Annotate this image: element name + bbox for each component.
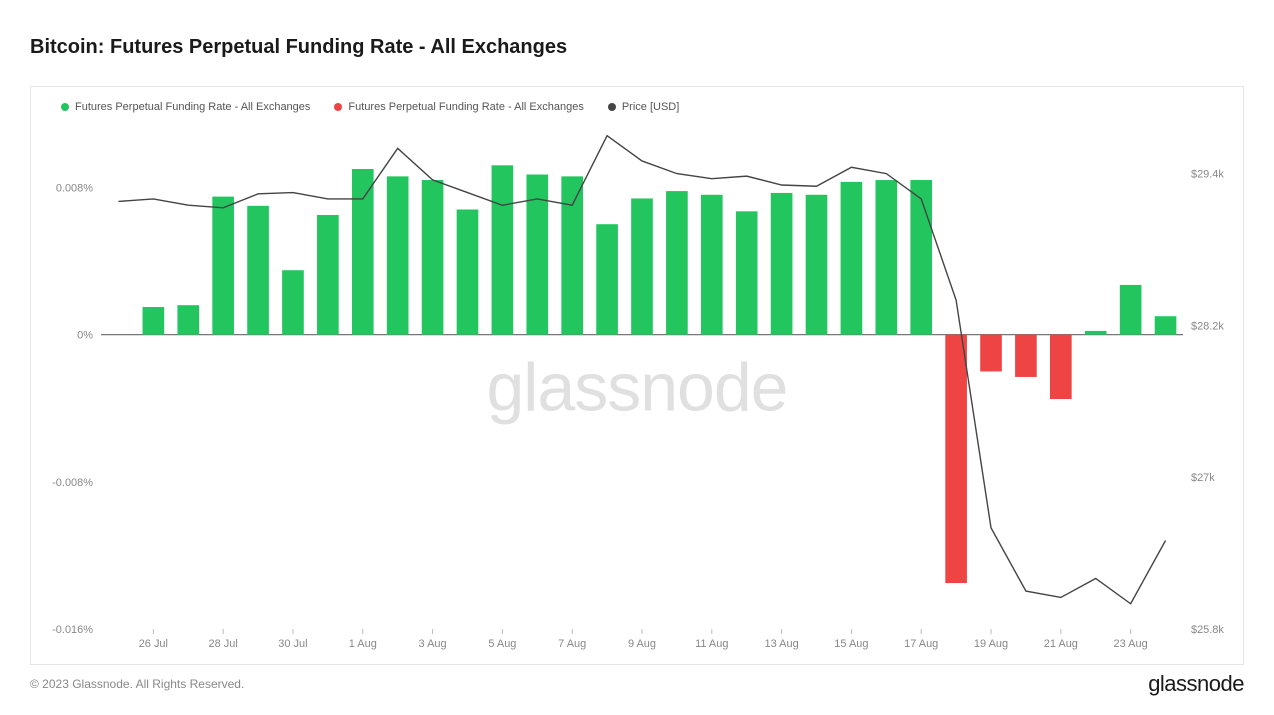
svg-text:0%: 0% [77, 330, 93, 342]
svg-text:17 Aug: 17 Aug [904, 638, 938, 650]
chart-title: Bitcoin: Futures Perpetual Funding Rate … [30, 36, 567, 59]
bar [1120, 285, 1142, 335]
legend-positive: Futures Perpetual Funding Rate - All Exc… [61, 101, 310, 113]
bar [806, 195, 828, 335]
svg-text:3 Aug: 3 Aug [419, 638, 447, 650]
bar [875, 180, 897, 335]
legend-negative: Futures Perpetual Funding Rate - All Exc… [334, 101, 583, 113]
brand-logo: glassnode [1148, 671, 1244, 697]
svg-text:0.008%: 0.008% [56, 182, 93, 194]
bar [1155, 316, 1177, 334]
bar [771, 193, 793, 335]
copyright: © 2023 Glassnode. All Rights Reserved. [30, 677, 244, 691]
bar [212, 197, 234, 335]
bar [945, 335, 967, 583]
bar [596, 224, 618, 334]
svg-text:5 Aug: 5 Aug [488, 638, 516, 650]
bar [492, 165, 514, 334]
svg-text:30 Jul: 30 Jul [278, 638, 307, 650]
chart-plot: 0.008%0%-0.008%-0.016%$29.4k$28.2k$27k$2… [101, 123, 1183, 629]
svg-text:19 Aug: 19 Aug [974, 638, 1008, 650]
svg-text:15 Aug: 15 Aug [834, 638, 868, 650]
bar [457, 209, 479, 334]
bar [666, 191, 688, 335]
bar [282, 270, 304, 334]
svg-text:26 Jul: 26 Jul [139, 638, 168, 650]
bar [701, 195, 723, 335]
bar [352, 169, 374, 335]
bar [1015, 335, 1037, 377]
legend: Futures Perpetual Funding Rate - All Exc… [61, 101, 679, 113]
svg-text:$28.2k: $28.2k [1191, 320, 1224, 332]
svg-text:-0.008%: -0.008% [52, 477, 93, 489]
legend-label-negative: Futures Perpetual Funding Rate - All Exc… [348, 101, 583, 113]
bar [317, 215, 339, 335]
bar [631, 198, 653, 334]
legend-swatch-negative [334, 103, 342, 111]
svg-text:21 Aug: 21 Aug [1044, 638, 1078, 650]
svg-text:$25.8k: $25.8k [1191, 624, 1224, 636]
svg-text:11 Aug: 11 Aug [695, 638, 728, 650]
svg-text:23 Aug: 23 Aug [1114, 638, 1148, 650]
svg-text:28 Jul: 28 Jul [209, 638, 238, 650]
legend-price: Price [USD] [608, 101, 679, 113]
bar [561, 176, 583, 334]
svg-text:9 Aug: 9 Aug [628, 638, 656, 650]
legend-label-price: Price [USD] [622, 101, 679, 113]
svg-text:$29.4k: $29.4k [1191, 169, 1224, 181]
svg-text:-0.016%: -0.016% [52, 624, 93, 636]
bar [143, 307, 165, 335]
bar [1050, 335, 1072, 399]
bar [247, 206, 269, 335]
svg-text:1 Aug: 1 Aug [349, 638, 377, 650]
svg-text:13 Aug: 13 Aug [765, 638, 799, 650]
bar [980, 335, 1002, 372]
bar [1085, 331, 1107, 335]
footer: © 2023 Glassnode. All Rights Reserved. g… [30, 671, 1244, 697]
bar [841, 182, 863, 335]
legend-swatch-price [608, 103, 616, 111]
bar [736, 211, 758, 334]
bar [422, 180, 444, 335]
chart-frame: Futures Perpetual Funding Rate - All Exc… [30, 86, 1244, 665]
legend-label-positive: Futures Perpetual Funding Rate - All Exc… [75, 101, 310, 113]
svg-text:7 Aug: 7 Aug [558, 638, 586, 650]
bar [910, 180, 932, 335]
legend-swatch-positive [61, 103, 69, 111]
svg-text:$27k: $27k [1191, 472, 1215, 484]
bar [387, 176, 409, 334]
bar [177, 305, 199, 334]
